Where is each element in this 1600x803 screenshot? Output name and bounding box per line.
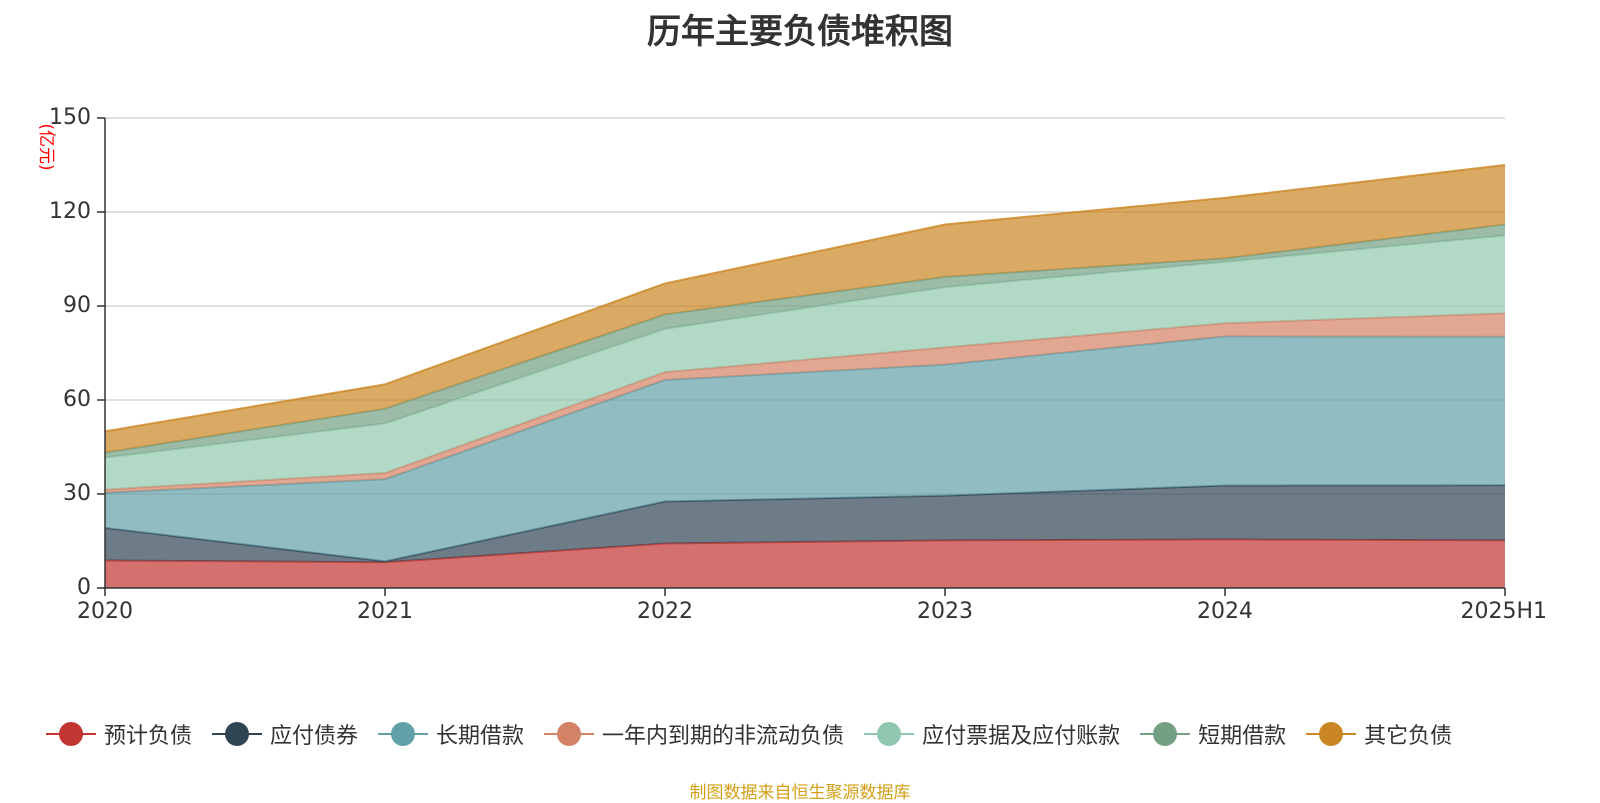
x-tick-label: 2020	[77, 599, 133, 624]
legend-label: 应付票据及应付账款	[922, 724, 1121, 749]
legend-marker-icon	[544, 722, 595, 746]
legend-label: 一年内到期的非流动负债	[602, 724, 845, 749]
legend-item[interactable]: 其它负债	[1306, 718, 1452, 750]
legend-item[interactable]: 短期借款	[1140, 718, 1286, 750]
y-tick-label: 0	[77, 575, 91, 600]
area-series-2	[105, 336, 1505, 562]
axes: 0 30 60 90 120 150 2020 2021 2022 2023 2024 2025H1	[49, 105, 1547, 624]
svg-text:(亿元): (亿元)	[36, 123, 56, 170]
legend-marker-icon	[212, 722, 263, 746]
x-tick-label: 2025H1	[1460, 599, 1547, 624]
area-series-edge-1	[104, 484, 1506, 563]
legend-item[interactable]: 长期借款	[378, 718, 524, 750]
legend-marker-icon	[1306, 722, 1357, 746]
legend-label: 长期借款	[436, 724, 525, 749]
legend-item[interactable]: 预计负债	[46, 718, 192, 750]
chart-title: 历年主要负债堆积图	[647, 12, 953, 52]
legend-item[interactable]: 应付债券	[212, 718, 358, 750]
legend-label: 应付债券	[270, 724, 359, 749]
x-tick-label: 2023	[917, 599, 973, 624]
stacked-areas	[104, 164, 1506, 588]
data-source-note: 制图数据来自恒生聚源数据库	[689, 783, 911, 803]
legend-label: 其它负债	[1364, 724, 1453, 749]
legend: 预计负债 应付债券 长期借款 一年内到期的非流动负债 应付票据及应付账款 短期借款 其它负债	[46, 716, 1472, 752]
legend-marker-icon	[46, 722, 96, 746]
x-tick-label: 2021	[357, 599, 413, 624]
area-series-edge-6	[104, 164, 1506, 433]
y-tick-label: 90	[63, 293, 91, 318]
legend-marker-icon	[864, 722, 915, 746]
x-tick-label: 2022	[637, 599, 693, 624]
y-tick-label: 150	[49, 105, 91, 130]
y-tick-label: 120	[49, 199, 91, 224]
y-axis-unit-label: (亿元)	[36, 123, 56, 170]
legend-marker-icon	[378, 722, 429, 746]
legend-label: 短期借款	[1198, 724, 1287, 749]
legend-marker-icon	[1140, 722, 1191, 746]
chart-area: 0 30 60 90 120 150 2020 2021 2022 2023 2024 2025H1	[49, 105, 1547, 624]
y-tick-label: 60	[63, 387, 91, 412]
area-series-5	[105, 224, 1505, 458]
area-series-0	[105, 539, 1505, 588]
x-tick-label: 2024	[1197, 599, 1253, 624]
legend-label: 预计负债	[104, 724, 193, 749]
area-series-4	[105, 235, 1505, 490]
y-tick-label: 30	[63, 481, 91, 506]
legend-item[interactable]: 一年内到期的非流动负债	[544, 718, 844, 750]
area-series-1	[105, 485, 1505, 563]
area-series-6	[105, 165, 1505, 453]
legend-item[interactable]: 应付票据及应付账款	[864, 718, 1120, 750]
